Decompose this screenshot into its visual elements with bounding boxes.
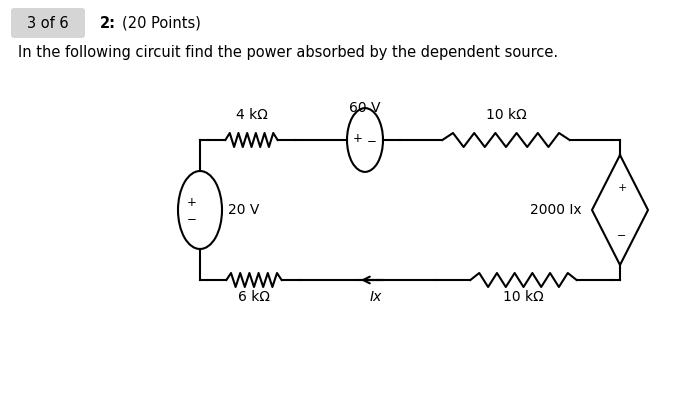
- Text: 20 V: 20 V: [228, 203, 260, 217]
- Text: 6 kΩ: 6 kΩ: [238, 290, 270, 304]
- Text: 10 kΩ: 10 kΩ: [503, 290, 544, 304]
- Text: Ix: Ix: [370, 290, 382, 304]
- Text: −: −: [187, 214, 197, 226]
- Text: 60 V: 60 V: [349, 101, 381, 115]
- Text: 10 kΩ: 10 kΩ: [486, 108, 526, 122]
- Text: (20 Points): (20 Points): [122, 15, 201, 30]
- Text: 4 kΩ: 4 kΩ: [236, 108, 267, 122]
- Text: +: +: [187, 196, 197, 209]
- Text: 2000 Ix: 2000 Ix: [531, 203, 582, 217]
- Text: 2:: 2:: [100, 15, 116, 30]
- Text: −: −: [617, 231, 626, 241]
- Text: +: +: [617, 183, 626, 193]
- Text: +: +: [353, 132, 363, 145]
- Text: 3 of 6: 3 of 6: [27, 15, 69, 30]
- Text: −: −: [367, 135, 377, 149]
- FancyBboxPatch shape: [11, 8, 85, 38]
- Text: In the following circuit find the power absorbed by the dependent source.: In the following circuit find the power …: [18, 45, 558, 60]
